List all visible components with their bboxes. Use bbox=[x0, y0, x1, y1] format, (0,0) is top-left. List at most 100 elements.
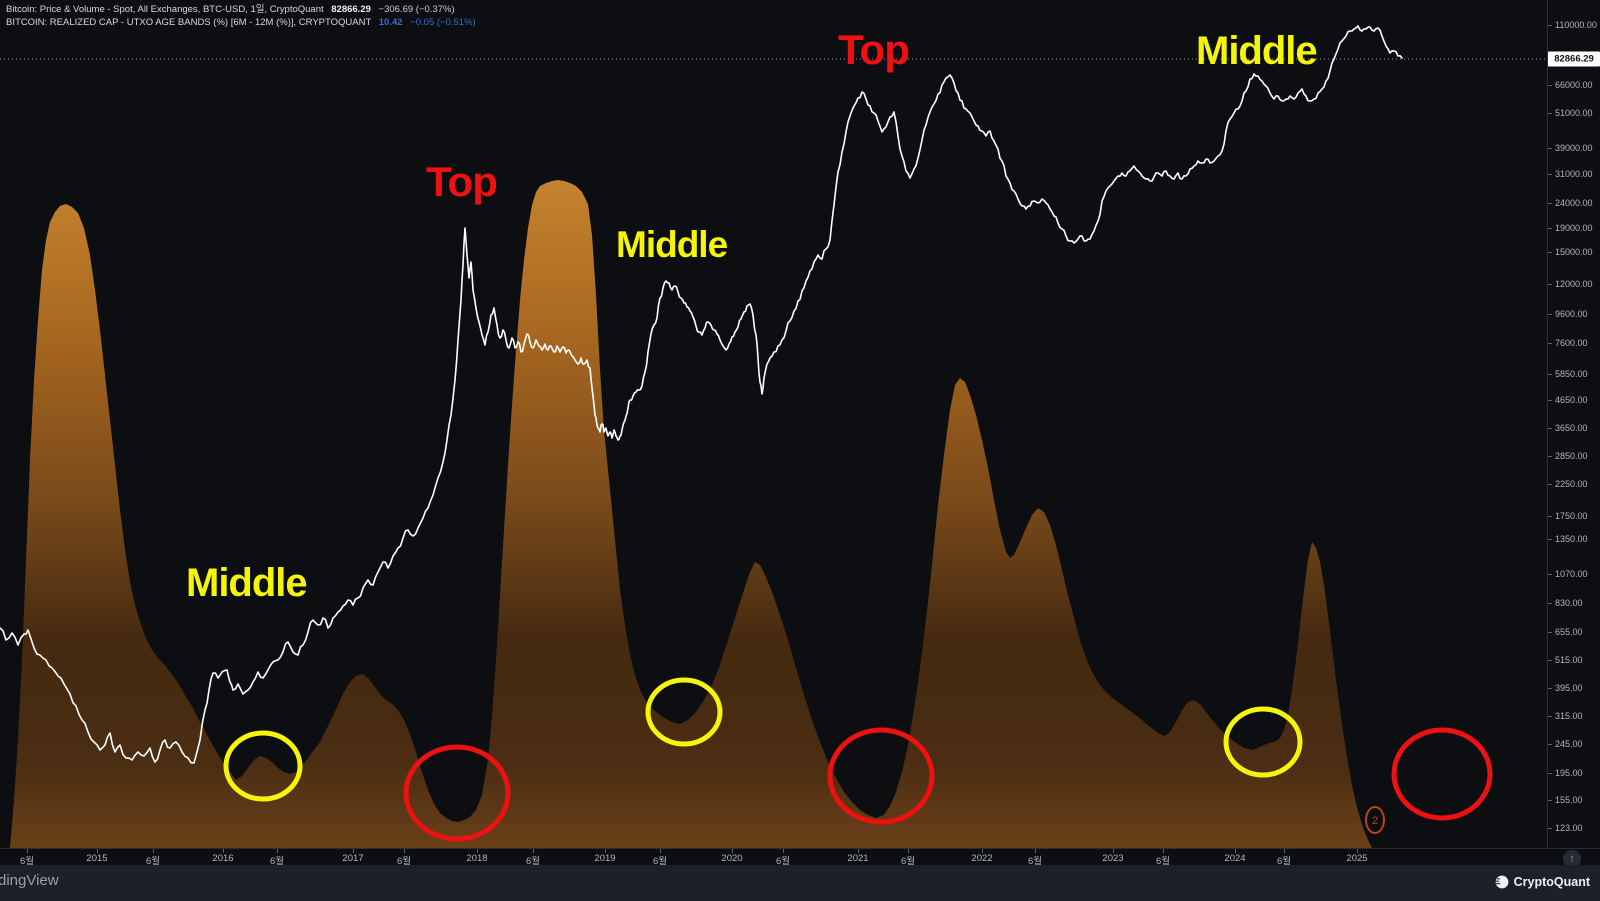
price-axis-label: 5850.00 bbox=[1555, 369, 1588, 379]
time-axis-label: 6월 bbox=[1027, 856, 1043, 867]
price-axis-label: 155.00 bbox=[1555, 795, 1583, 805]
price-axis-label: 110000.00 bbox=[1555, 20, 1597, 30]
price-tick bbox=[1548, 516, 1552, 517]
price-tick bbox=[1548, 688, 1552, 689]
symbol-title[interactable]: Bitcoin: Price & Volume - Spot, All Exch… bbox=[6, 4, 324, 15]
time-axis-label: 2020 bbox=[721, 853, 743, 864]
price-axis-label: 66000.00 bbox=[1555, 80, 1593, 90]
price-tick bbox=[1548, 228, 1552, 229]
up-arrow-icon: ↑ bbox=[1569, 853, 1575, 865]
time-tick bbox=[153, 849, 154, 853]
time-axis-label: 6월 bbox=[1276, 856, 1292, 867]
time-tick bbox=[1235, 849, 1236, 853]
time-tick bbox=[223, 849, 224, 853]
annotation-label-middle: Middle bbox=[186, 561, 308, 605]
price-axis-label: 830.00 bbox=[1555, 598, 1583, 608]
time-tick bbox=[404, 849, 405, 853]
price-tick bbox=[1548, 773, 1552, 774]
price-axis-label: 245.00 bbox=[1555, 739, 1583, 749]
indicator-value: 10.42 bbox=[378, 17, 403, 28]
time-tick bbox=[277, 849, 278, 853]
time-axis-label: 6월 bbox=[652, 856, 668, 867]
time-tick bbox=[982, 849, 983, 853]
time-axis-label: 2015 bbox=[86, 853, 108, 864]
price-tick bbox=[1548, 25, 1552, 26]
time-axis-label: 6월 bbox=[775, 856, 791, 867]
price-change-value: −306.69 (−0.37%) bbox=[378, 4, 455, 15]
cryptoquant-brand-label: CryptoQuant bbox=[1513, 875, 1590, 889]
utxo-age-band-area bbox=[10, 180, 1372, 848]
price-tick bbox=[1548, 148, 1552, 149]
price-axis-label: 1070.00 bbox=[1555, 569, 1588, 579]
tradingview-watermark: dingView bbox=[0, 872, 59, 889]
price-axis-label: 12000.00 bbox=[1555, 279, 1593, 289]
price-axis-label: 655.00 bbox=[1555, 627, 1583, 637]
price-tick bbox=[1548, 343, 1552, 344]
annotation-circle bbox=[645, 677, 723, 747]
time-tick bbox=[858, 849, 859, 853]
annotation-circle bbox=[223, 730, 303, 802]
time-axis-label: 2019 bbox=[594, 853, 616, 864]
price-tick bbox=[1548, 203, 1552, 204]
current-price-label: 82866.29 bbox=[1548, 51, 1600, 67]
price-axis-label: 9600.00 bbox=[1555, 309, 1588, 319]
annotation-label-middle: Middle bbox=[616, 224, 728, 265]
time-axis-label: 6월 bbox=[145, 856, 161, 867]
price-tick bbox=[1548, 539, 1552, 540]
annotation-label-top: Top bbox=[838, 26, 910, 73]
chart-legend[interactable]: Bitcoin: Price & Volume - Spot, All Exch… bbox=[6, 3, 476, 29]
price-tick bbox=[1548, 660, 1552, 661]
time-axis-label: 2017 bbox=[342, 853, 364, 864]
indicator-title[interactable]: BITCOIN: REALIZED CAP - UTXO AGE BANDS (… bbox=[6, 17, 372, 28]
price-tick bbox=[1548, 374, 1552, 375]
time-axis-label: 2021 bbox=[847, 853, 869, 864]
price-axis-label: 515.00 bbox=[1555, 655, 1583, 665]
annotation-circle bbox=[1223, 706, 1303, 778]
time-tick bbox=[533, 849, 534, 853]
time-scale-axis[interactable]: 6월 2015 6월 2016 6월 2017 6월 2018 6월 2019 6월 2020 6월 20… bbox=[0, 848, 1600, 867]
price-axis-label: 7600.00 bbox=[1555, 338, 1588, 348]
time-axis-label: 2025 bbox=[1346, 853, 1368, 864]
price-axis-label: 123.00 bbox=[1555, 823, 1583, 833]
chart-pane[interactable]: 2 bbox=[0, 0, 1600, 848]
price-tick bbox=[1548, 400, 1552, 401]
price-tick bbox=[1548, 603, 1552, 604]
last-price-value: 82866.29 bbox=[331, 4, 371, 15]
time-tick bbox=[732, 849, 733, 853]
price-tick bbox=[1548, 113, 1552, 114]
annotation-label-middle: Middle bbox=[1196, 29, 1318, 73]
price-axis-label: 24000.00 bbox=[1555, 198, 1593, 208]
price-axis-label: 195.00 bbox=[1555, 768, 1583, 778]
time-tick bbox=[660, 849, 661, 853]
legend-row-price: Bitcoin: Price & Volume - Spot, All Exch… bbox=[6, 3, 476, 16]
main-chart-svg: 2 bbox=[0, 25, 1547, 848]
time-tick bbox=[353, 849, 354, 853]
annotation-circle bbox=[827, 727, 935, 825]
time-tick bbox=[97, 849, 98, 853]
annotation-circle bbox=[1365, 806, 1385, 834]
price-tick bbox=[1548, 828, 1552, 829]
price-tick bbox=[1548, 85, 1552, 86]
price-axis-label: 39000.00 bbox=[1555, 143, 1593, 153]
btc-price-line bbox=[0, 25, 1403, 764]
price-tick bbox=[1548, 174, 1552, 175]
price-axis-label: 15000.00 bbox=[1555, 247, 1593, 257]
time-axis-label: 2022 bbox=[971, 853, 993, 864]
time-axis-label: 6월 bbox=[900, 856, 916, 867]
annotation-circle bbox=[1391, 727, 1493, 821]
time-tick bbox=[908, 849, 909, 853]
price-axis-label: 1750.00 bbox=[1555, 511, 1588, 521]
time-axis-label: 6월 bbox=[269, 856, 285, 867]
time-tick bbox=[1113, 849, 1114, 853]
price-axis-label: 2250.00 bbox=[1555, 479, 1588, 489]
price-axis-label: 315.00 bbox=[1555, 711, 1583, 721]
price-tick bbox=[1548, 716, 1552, 717]
annotation-circle bbox=[403, 744, 511, 842]
price-scale-axis[interactable]: 110000.00 66000.00 51000.00 39000.00 31000.0… bbox=[1547, 0, 1600, 848]
scroll-to-realtime-button[interactable]: ↑ bbox=[1563, 850, 1581, 868]
price-tick bbox=[1548, 428, 1552, 429]
footer-bar: dingView CryptoQuant bbox=[0, 865, 1600, 901]
price-tick bbox=[1548, 800, 1552, 801]
time-axis-label: 2018 bbox=[466, 853, 488, 864]
price-tick bbox=[1548, 456, 1552, 457]
